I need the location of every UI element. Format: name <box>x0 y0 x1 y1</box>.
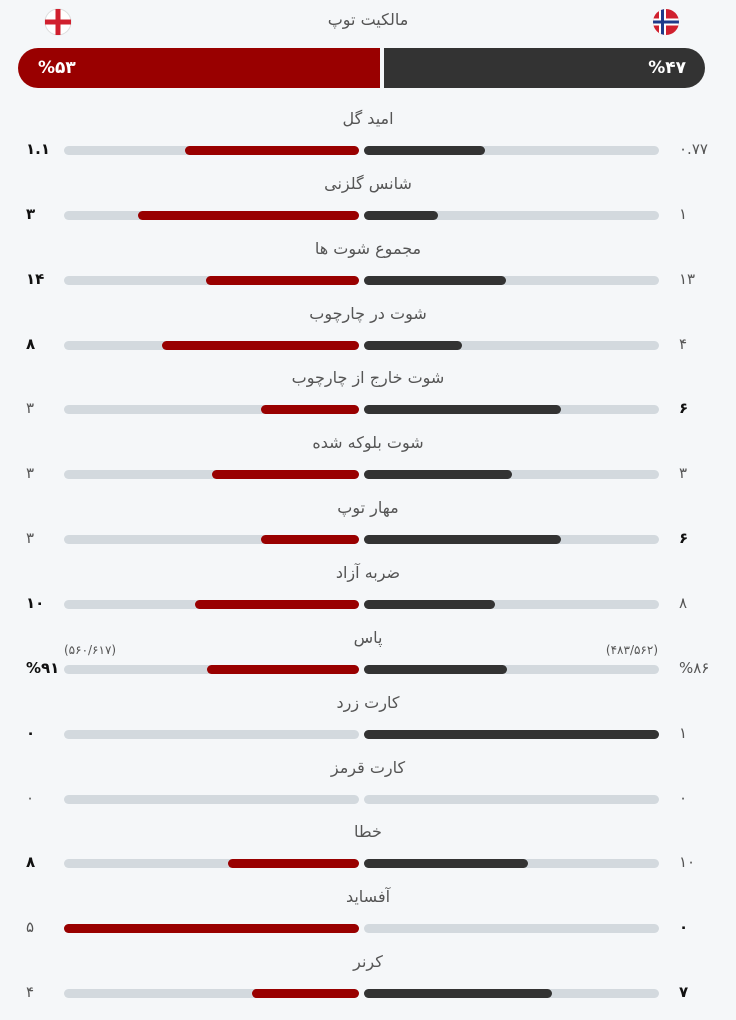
away-bar <box>364 535 561 545</box>
track <box>364 210 659 220</box>
track <box>64 794 359 804</box>
stat-name: کارت قرمز <box>330 757 406 777</box>
home-bar <box>211 470 359 480</box>
home-bar <box>195 599 359 609</box>
home-bar <box>137 210 359 220</box>
stat-name: شانس گلزنی <box>324 173 412 193</box>
home-bar <box>162 340 359 350</box>
stat-name: امید گل <box>342 109 394 128</box>
home-flag <box>44 8 72 36</box>
track <box>64 989 359 999</box>
track <box>64 535 359 545</box>
home-value: ۸ <box>26 334 36 353</box>
track <box>364 470 659 480</box>
home-value: ۳ <box>26 399 35 418</box>
away-value: ۱۳ <box>679 269 696 288</box>
stat-name: آفساید <box>345 887 391 907</box>
stat-name: شوت در چارچوب <box>309 303 427 323</box>
away-bar <box>364 210 438 220</box>
stat-name: مهار توپ <box>337 498 399 518</box>
home-value: ۴ <box>26 983 35 1002</box>
away-value: ۱۰ <box>679 853 696 872</box>
home-detail: (۵۶۰/۶۱۷) <box>64 642 117 657</box>
stat-name: شوت بلوکه شده <box>312 433 424 453</box>
home-bar <box>207 664 359 674</box>
away-bar <box>364 275 507 285</box>
home-value: ۳ <box>26 204 36 223</box>
home-value: ۸ <box>26 853 36 872</box>
away-bar <box>364 859 528 869</box>
home-bar <box>260 405 359 415</box>
home-value: ۵ <box>26 918 35 937</box>
stat-name: ضربه آزاد <box>335 562 401 582</box>
stat-name: خطا <box>354 822 382 842</box>
away-bar <box>364 470 512 480</box>
track <box>364 275 659 285</box>
away-bar <box>364 146 486 155</box>
away-detail: (۴۸۳/۵۶۲) <box>605 642 658 657</box>
home-bar <box>206 275 359 285</box>
header-title: مالکیت توپ <box>327 10 409 29</box>
away-value: ۰.۷۷ <box>679 140 708 158</box>
away-bar <box>364 729 659 739</box>
away-value: ۸ <box>679 593 688 612</box>
home-value: ۳ <box>26 464 35 483</box>
away-value: ۶ <box>679 399 689 418</box>
possession-away-label: %۴۷ <box>648 58 686 78</box>
stat-name: کرنر <box>353 952 383 972</box>
track <box>64 859 359 869</box>
home-value: ۱.۱ <box>26 140 51 158</box>
away-value: ۴ <box>679 334 688 353</box>
home-value: ۰ <box>26 723 36 742</box>
home-bar <box>227 859 359 869</box>
away-value: ۰ <box>679 788 688 807</box>
stat-name: شوت خارج از چارچوب <box>291 368 445 388</box>
track <box>364 146 659 155</box>
possession-away <box>383 48 705 88</box>
away-bar <box>364 340 463 350</box>
possession-home-label: %۵۳ <box>38 58 76 78</box>
away-value: ۳ <box>679 464 688 483</box>
home-value: ۱۰ <box>26 593 45 612</box>
track <box>64 729 359 739</box>
stat-name: کارت زرد <box>336 692 400 712</box>
away-value: ۱ <box>679 723 688 742</box>
home-value: %۹۱ <box>26 658 60 677</box>
away-value: ۰ <box>679 918 689 937</box>
away-value: ۱ <box>679 204 688 223</box>
home-value: ۳ <box>26 529 35 548</box>
track <box>364 794 659 804</box>
home-bar <box>64 924 359 934</box>
possession-home <box>18 48 380 88</box>
home-bar <box>251 989 359 999</box>
away-value: ۶ <box>679 529 689 548</box>
track <box>364 924 659 934</box>
stat-name: پاس <box>353 627 383 647</box>
away-bar <box>364 599 496 609</box>
away-bar <box>364 405 561 415</box>
home-value: ۰ <box>26 788 35 807</box>
away-flag <box>653 9 679 35</box>
home-bar <box>260 535 359 545</box>
home-value: ۱۴ <box>26 269 45 288</box>
away-value: %۸۶ <box>679 658 710 677</box>
away-bar <box>364 664 508 674</box>
home-bar <box>185 146 359 155</box>
track <box>364 599 659 609</box>
stat-name: مجموع شوت ها <box>314 238 422 258</box>
away-bar <box>364 989 552 999</box>
track <box>64 405 359 415</box>
away-value: ۷ <box>679 983 689 1002</box>
track <box>364 664 659 674</box>
track <box>364 340 659 350</box>
